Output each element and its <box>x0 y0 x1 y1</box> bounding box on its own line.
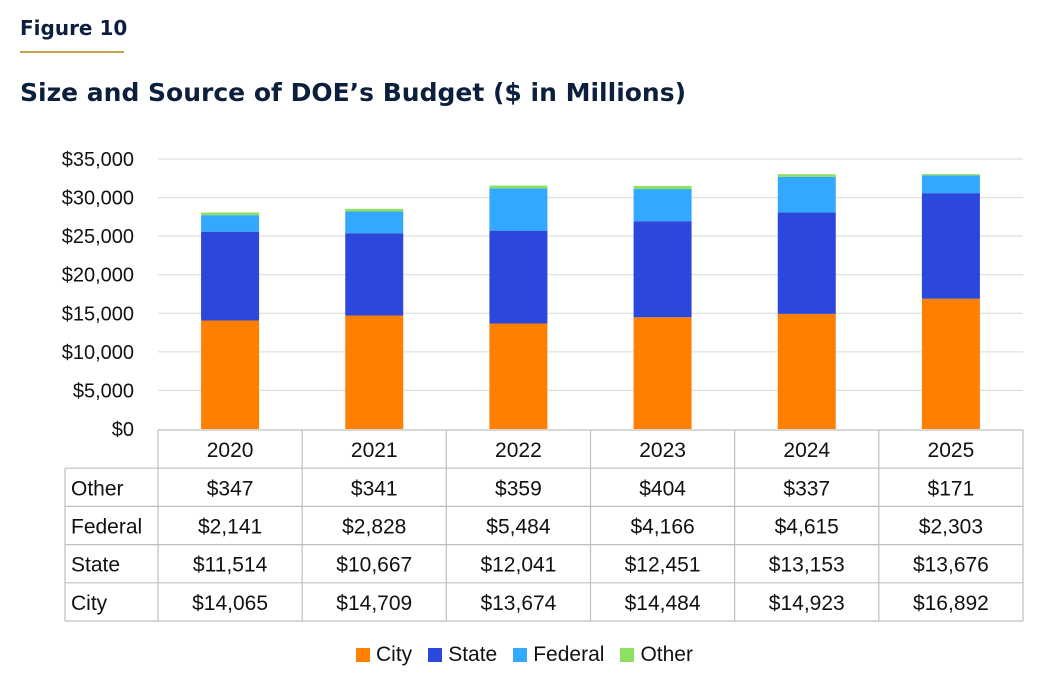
data-label: $5,484 <box>486 516 551 539</box>
data-label: $2,141 <box>198 516 262 539</box>
data-label: $2,828 <box>342 516 406 539</box>
bar-city-2022 <box>489 323 548 429</box>
bar-city-2021 <box>345 315 404 429</box>
bar-city-2024 <box>777 313 836 429</box>
y-tick-label: $30,000 <box>62 188 134 210</box>
figure-label-underline <box>20 51 124 53</box>
x-tick-label: 2022 <box>495 439 542 462</box>
bar-federal-2025 <box>921 175 980 194</box>
data-label: $4,615 <box>775 516 839 539</box>
table-row-label: State <box>71 554 120 577</box>
bar-federal-2024 <box>777 176 836 213</box>
legend-label: Federal <box>533 643 605 666</box>
data-label: $10,667 <box>336 554 412 577</box>
data-label: $404 <box>639 477 686 500</box>
data-label: $14,709 <box>336 592 412 615</box>
legend-swatch <box>620 648 635 662</box>
bar-other-2022 <box>489 185 548 189</box>
legend-swatch <box>428 648 443 662</box>
data-label: $13,676 <box>913 554 989 577</box>
data-label: $4,166 <box>630 516 694 539</box>
data-label: $171 <box>928 477 975 500</box>
bar-city-2023 <box>633 317 692 429</box>
bar-state-2024 <box>777 212 836 314</box>
legend-label: State <box>448 643 498 666</box>
data-label: $12,041 <box>480 554 556 577</box>
bar-other-2021 <box>345 208 404 212</box>
y-tick-label: $35,000 <box>62 149 134 171</box>
data-label: $13,674 <box>480 592 556 615</box>
legend-swatch <box>513 648 528 662</box>
bar-state-2022 <box>489 230 548 324</box>
y-tick-label: $0 <box>112 419 134 441</box>
data-label: $12,451 <box>625 554 701 577</box>
bar-city-2025 <box>921 298 980 429</box>
y-tick-label: $10,000 <box>62 342 134 364</box>
bar-federal-2022 <box>489 188 548 231</box>
bar-federal-2023 <box>633 189 692 222</box>
y-tick-label: $20,000 <box>62 265 134 287</box>
table-row-label: City <box>71 592 108 615</box>
x-tick-label: 2020 <box>207 439 254 462</box>
bar-state-2023 <box>633 221 692 318</box>
bar-state-2021 <box>345 233 404 316</box>
data-label: $16,892 <box>913 592 989 615</box>
table-row-label: Federal <box>71 516 142 539</box>
bar-other-2023 <box>633 185 692 190</box>
legend-item-other: Other <box>620 643 693 667</box>
data-label: $359 <box>495 477 542 500</box>
x-tick-label: 2021 <box>351 439 398 462</box>
bar-other-2020 <box>201 212 260 216</box>
data-label: $14,923 <box>769 592 845 615</box>
y-tick-label: $15,000 <box>62 303 134 325</box>
data-label: $11,514 <box>193 554 268 577</box>
data-label: $341 <box>351 477 398 500</box>
legend-swatch <box>356 648 371 662</box>
legend-label: City <box>376 643 413 666</box>
y-tick-label: $25,000 <box>62 226 134 248</box>
data-label: $337 <box>783 477 830 500</box>
data-label: $14,065 <box>192 592 268 615</box>
x-tick-label: 2023 <box>639 439 686 462</box>
data-label: $13,153 <box>769 554 845 577</box>
data-label: $14,484 <box>625 592 701 615</box>
figure-label: Figure 10 <box>20 16 128 40</box>
chart-title: Size and Source of DOE’s Budget ($ in Mi… <box>20 78 687 107</box>
legend-item-city: City <box>356 643 412 667</box>
legend-item-state: State <box>428 643 497 667</box>
y-tick-label: $5,000 <box>73 380 134 402</box>
bar-state-2025 <box>921 193 980 299</box>
x-tick-label: 2025 <box>928 439 975 462</box>
bar-city-2020 <box>201 320 260 429</box>
data-label: $2,303 <box>919 516 983 539</box>
legend: City State Federal Other <box>0 643 1049 668</box>
data-label: $347 <box>207 477 254 500</box>
legend-label: Other <box>640 643 693 666</box>
table-row-label: Other <box>71 477 124 500</box>
bar-other-2025 <box>921 174 980 176</box>
legend-item-federal: Federal <box>513 643 604 667</box>
bar-federal-2020 <box>201 215 260 232</box>
bar-other-2024 <box>777 174 836 177</box>
x-tick-label: 2024 <box>783 439 830 462</box>
bar-federal-2021 <box>345 211 404 234</box>
bar-state-2020 <box>201 231 260 321</box>
